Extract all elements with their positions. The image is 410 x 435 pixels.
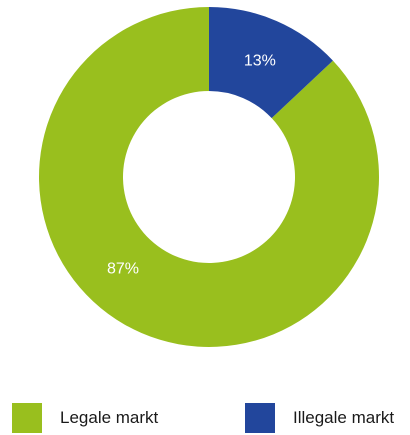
chart-legend: Legale markt Illegale markt: [12, 403, 410, 433]
data-label-legale-markt: 87%: [107, 261, 139, 278]
donut-chart: 87% 13%: [38, 7, 379, 347]
legend-label-legale-markt: Legale markt: [60, 408, 159, 427]
slice-illegale-markt: [209, 7, 333, 119]
legend-swatch-legale-markt: [12, 403, 42, 433]
legend-label-illegale-markt: Illegale markt: [293, 408, 395, 427]
slice-legale-markt: [38, 7, 379, 347]
data-label-illegale-markt: 13%: [244, 53, 276, 70]
legend-swatch-illegale-markt: [245, 403, 275, 433]
